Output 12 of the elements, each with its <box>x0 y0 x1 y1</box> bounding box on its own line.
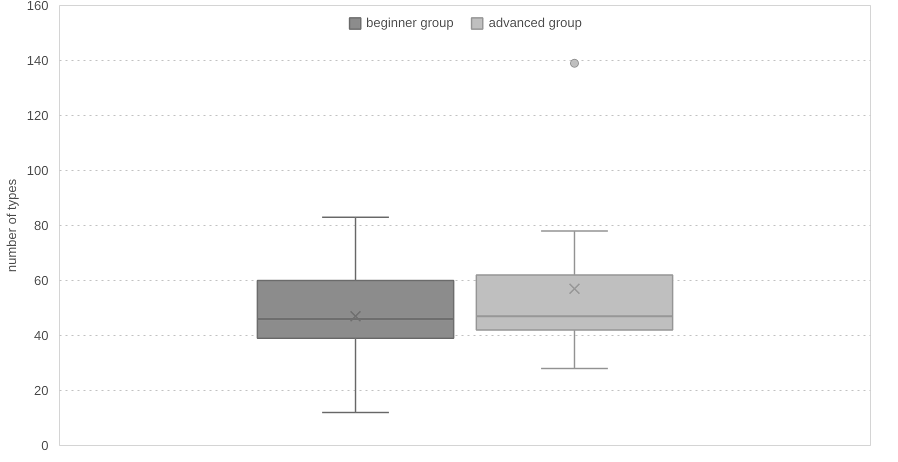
legend-label: advanced group <box>488 15 582 30</box>
y-tick-label: 40 <box>34 328 49 343</box>
y-tick-label: 0 <box>41 438 49 453</box>
legend-label: beginner group <box>366 15 454 30</box>
y-axis-title: number of types <box>4 178 19 272</box>
y-tick-label: 160 <box>26 0 49 13</box>
y-tick-label: 120 <box>26 108 49 123</box>
y-tick-label: 60 <box>34 273 49 288</box>
y-tick-label: 20 <box>34 383 49 398</box>
y-tick-label: 80 <box>34 218 49 233</box>
y-tick-label: 100 <box>26 163 49 178</box>
y-tick-label: 140 <box>26 53 49 68</box>
